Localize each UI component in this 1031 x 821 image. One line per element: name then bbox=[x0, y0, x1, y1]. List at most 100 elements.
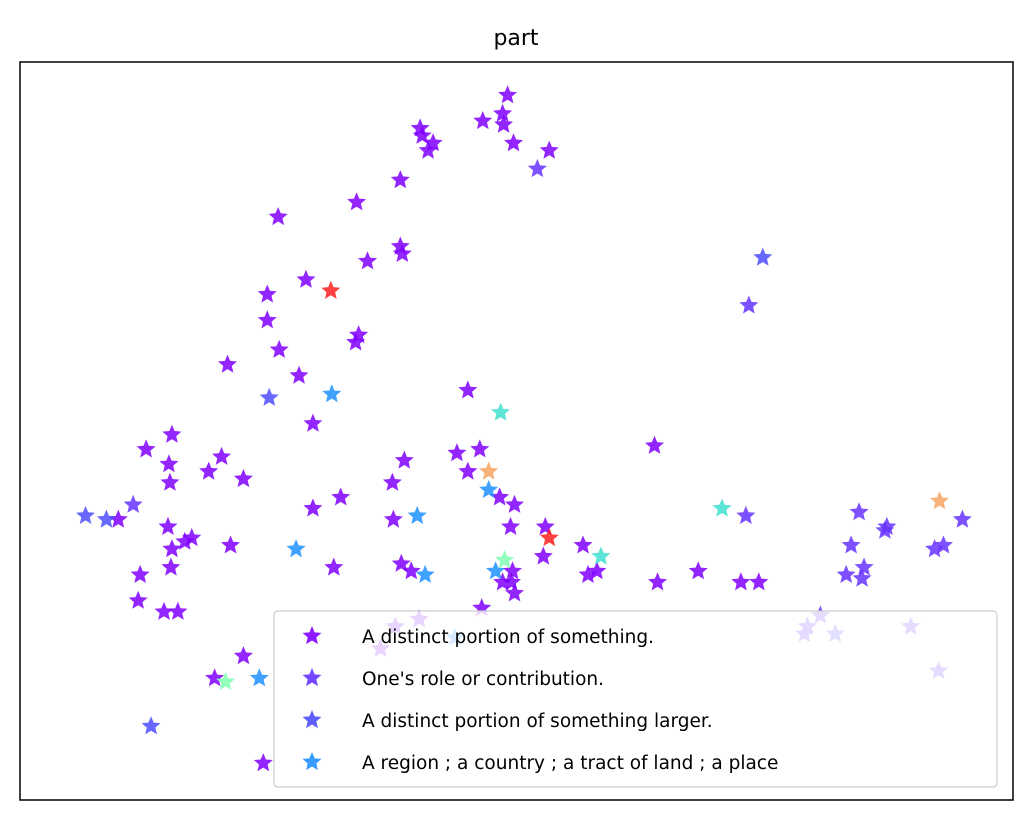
data-point bbox=[347, 192, 367, 211]
legend-label: A distinct portion of something. bbox=[362, 627, 654, 648]
data-point bbox=[587, 561, 607, 580]
data-point bbox=[382, 472, 402, 491]
data-point bbox=[418, 140, 438, 159]
data-point bbox=[712, 498, 732, 517]
data-point bbox=[322, 384, 342, 403]
data-point bbox=[479, 480, 499, 499]
data-point bbox=[218, 354, 237, 373]
data-point bbox=[501, 516, 521, 535]
data-point bbox=[205, 668, 225, 687]
data-marks bbox=[76, 85, 972, 772]
data-point bbox=[412, 125, 432, 144]
data-point bbox=[182, 528, 202, 547]
data-point bbox=[253, 753, 273, 772]
data-point bbox=[645, 435, 664, 454]
data-point bbox=[490, 487, 510, 506]
data-point bbox=[854, 557, 874, 576]
data-point bbox=[130, 564, 150, 583]
data-point bbox=[841, 535, 861, 554]
data-point bbox=[175, 531, 195, 550]
legend-star-icon bbox=[302, 710, 322, 729]
legend: A distinct portion of something. One's ro… bbox=[273, 610, 998, 788]
data-point bbox=[502, 572, 521, 591]
legend-box bbox=[273, 610, 998, 788]
data-point bbox=[578, 564, 598, 583]
data-point bbox=[930, 491, 949, 510]
data-point bbox=[349, 325, 369, 344]
data-point bbox=[925, 539, 945, 558]
data-point bbox=[160, 472, 180, 491]
data-point bbox=[504, 133, 523, 152]
data-point bbox=[573, 535, 593, 554]
legend-star-icon bbox=[302, 752, 322, 771]
data-point bbox=[753, 247, 773, 266]
data-point bbox=[96, 509, 116, 528]
data-point bbox=[296, 269, 316, 288]
data-point bbox=[199, 461, 219, 480]
legend-label: A distinct portion of something larger. bbox=[362, 711, 713, 732]
data-point bbox=[269, 339, 289, 358]
data-point bbox=[154, 601, 174, 620]
data-point bbox=[221, 535, 240, 554]
data-point bbox=[162, 424, 182, 443]
data-point bbox=[331, 487, 351, 506]
data-point bbox=[303, 413, 323, 432]
data-point bbox=[493, 572, 513, 591]
series-6 bbox=[479, 461, 949, 510]
data-point bbox=[212, 446, 232, 465]
data-point bbox=[286, 539, 306, 558]
data-point bbox=[934, 535, 953, 554]
series-0 bbox=[108, 85, 769, 772]
data-point bbox=[358, 251, 378, 270]
data-point bbox=[257, 284, 277, 303]
data-point bbox=[494, 114, 514, 133]
data-point bbox=[505, 494, 524, 513]
data-point bbox=[249, 668, 269, 687]
series-4 bbox=[491, 402, 732, 565]
data-point bbox=[407, 505, 427, 524]
data-point bbox=[498, 85, 518, 104]
data-point bbox=[159, 454, 179, 473]
legend-label: One's role or contribution. bbox=[362, 669, 604, 690]
data-point bbox=[390, 170, 410, 189]
data-point bbox=[539, 528, 559, 547]
data-point bbox=[458, 461, 478, 480]
data-point bbox=[491, 402, 511, 421]
data-point bbox=[533, 546, 553, 565]
data-point bbox=[392, 243, 412, 262]
data-point bbox=[158, 516, 178, 535]
data-point bbox=[688, 561, 708, 580]
data-point bbox=[324, 557, 344, 576]
data-point bbox=[447, 443, 467, 462]
data-point bbox=[128, 590, 148, 609]
data-point bbox=[233, 646, 253, 665]
data-point bbox=[505, 583, 524, 602]
chart-title: part bbox=[493, 26, 538, 51]
data-point bbox=[168, 601, 188, 620]
series-2 bbox=[76, 247, 845, 735]
data-point bbox=[836, 564, 856, 583]
data-point bbox=[731, 572, 751, 591]
data-point bbox=[473, 111, 493, 130]
data-point bbox=[391, 553, 411, 572]
data-point bbox=[76, 505, 95, 524]
data-point bbox=[849, 502, 869, 521]
data-point bbox=[749, 572, 769, 591]
data-point bbox=[458, 380, 478, 399]
data-point bbox=[415, 564, 435, 583]
data-point bbox=[739, 295, 759, 314]
data-point bbox=[303, 498, 323, 517]
data-point bbox=[470, 439, 490, 458]
data-point bbox=[216, 671, 236, 690]
data-point bbox=[952, 509, 972, 528]
data-point bbox=[161, 557, 181, 576]
legend-star-icon bbox=[302, 626, 322, 645]
data-point bbox=[736, 505, 756, 524]
data-point bbox=[527, 159, 547, 178]
data-point bbox=[123, 494, 143, 513]
data-point bbox=[394, 450, 414, 469]
data-point bbox=[141, 716, 161, 735]
data-point bbox=[495, 550, 515, 569]
data-point bbox=[493, 103, 513, 122]
